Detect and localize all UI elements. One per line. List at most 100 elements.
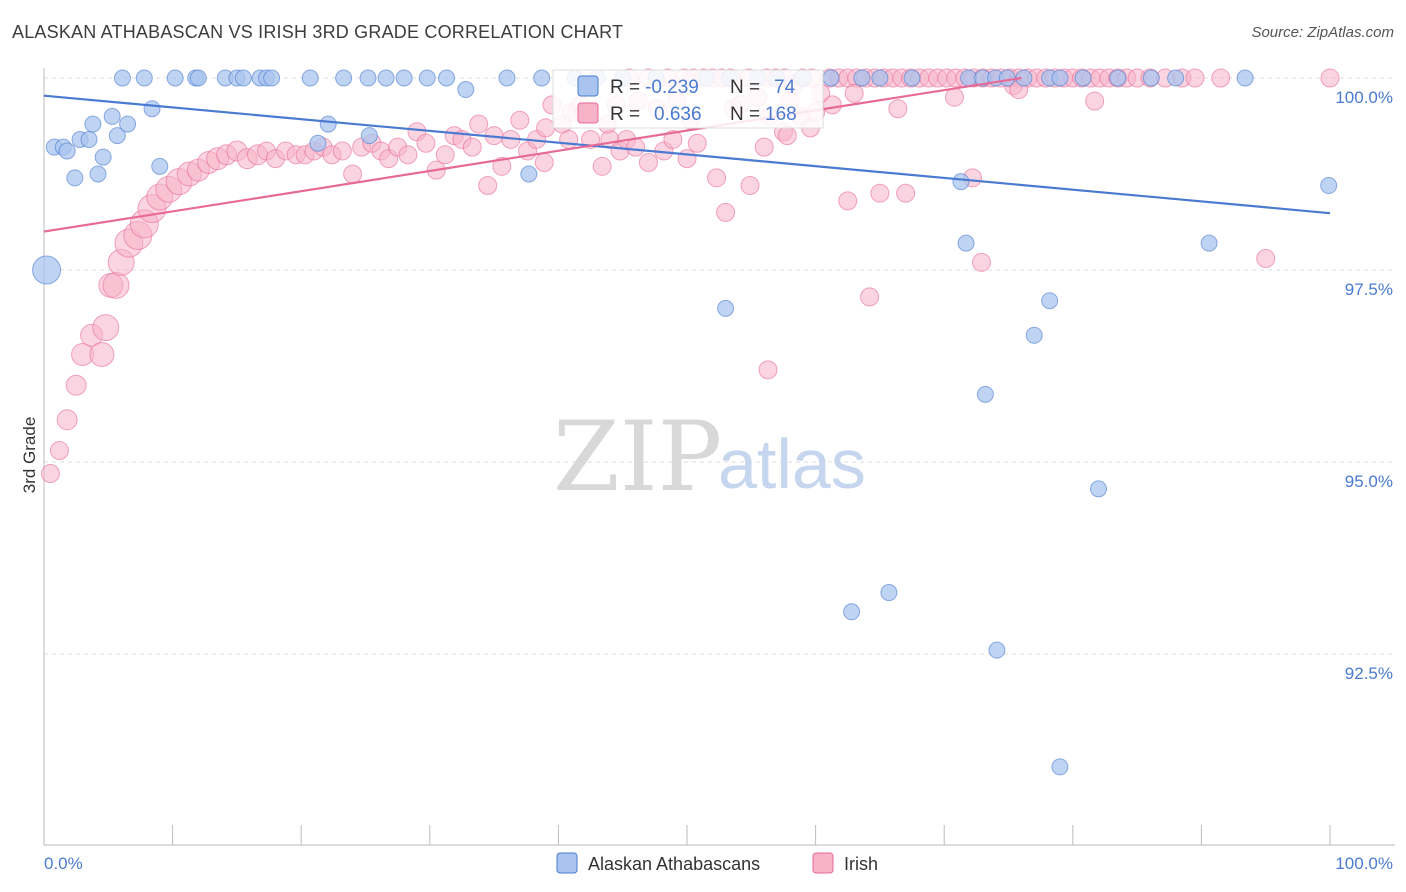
athabascan-point-58 — [1142, 69, 1160, 87]
athabascan-point-71 — [880, 584, 898, 602]
athabascan-point-27 — [335, 69, 353, 87]
athabascan-point-32 — [438, 69, 456, 87]
stats-legend: R = -0.239 N = 74 R = 0.636 N = 168 — [552, 69, 824, 129]
chart-title: ALASKAN ATHABASCAN VS IRISH 3RD GRADE CO… — [12, 22, 624, 42]
athabascan-point-57 — [1109, 69, 1127, 87]
athabascan-point-9 — [94, 148, 112, 166]
athabascan-point-68 — [976, 385, 994, 403]
athabascan-trend-line — [43, 94, 1331, 215]
watermark-zip: ZIP — [553, 401, 722, 513]
legend-swatch-irish — [812, 852, 834, 874]
irish-point-165 — [822, 95, 842, 115]
irish-point-151 — [838, 191, 858, 211]
pink-legend-swatch — [577, 102, 599, 124]
athabascan-point-4 — [66, 169, 84, 187]
irish-point-43 — [416, 133, 436, 153]
athabascan-point-72 — [988, 641, 1006, 659]
irish-point-41 — [398, 145, 418, 165]
athabascan-point-49 — [960, 69, 978, 87]
pink-r-value: 0.636 — [654, 104, 702, 125]
athabascan-point-15 — [113, 69, 131, 87]
athabascan-point-63 — [1041, 292, 1059, 310]
athabascan-point-47 — [871, 69, 889, 87]
athabascan-point-70 — [843, 603, 861, 621]
irish-point-147 — [687, 133, 707, 153]
athabascan-point-74 — [520, 165, 538, 183]
pink-n-value: 168 — [765, 104, 797, 125]
y-tick-label-2: 97.5% — [1345, 280, 1393, 299]
athabascan-point-60 — [1236, 69, 1254, 87]
watermark-atlas: atlas — [718, 425, 866, 503]
irish-point-138 — [638, 152, 658, 172]
athabascan-point-69 — [1090, 480, 1108, 498]
irish-point-3 — [65, 374, 87, 396]
irish-point-148 — [716, 202, 736, 222]
irish-point-7 — [92, 314, 120, 342]
irish-point-150 — [870, 183, 890, 203]
irish-point-166 — [844, 83, 864, 103]
athabascan-point-19 — [189, 69, 207, 87]
athabascan-point-73 — [1051, 758, 1069, 776]
athabascan-point-14 — [151, 157, 169, 175]
blue-r-value: -0.239 — [645, 77, 699, 98]
athabascan-point-17 — [166, 69, 184, 87]
irish-trend-line — [43, 76, 1022, 233]
irish-point-128 — [1320, 68, 1340, 88]
blue-n-label: N = — [730, 77, 760, 98]
irish-point-143 — [740, 176, 760, 196]
irish-point-6 — [89, 341, 115, 367]
irish-point-168 — [536, 118, 556, 138]
athabascan-point-13 — [143, 100, 161, 118]
athabascan-point-46 — [853, 69, 871, 87]
athabascan-point-52 — [998, 69, 1016, 87]
irish-point-129 — [1085, 91, 1105, 111]
irish-point-160 — [758, 360, 778, 380]
irish-point-161 — [559, 129, 579, 149]
athabascan-point-29 — [377, 69, 395, 87]
irish-point-126 — [1185, 68, 1205, 88]
irish-point-127 — [1211, 68, 1231, 88]
athabascan-point-64 — [952, 173, 970, 191]
irish-point-45 — [435, 145, 455, 165]
athabascan-point-34 — [498, 69, 516, 87]
y-tick-label-3: 100.0% — [1335, 88, 1393, 107]
irish-point-35 — [343, 164, 363, 184]
y-tick-labels: 92.5% 95.0% 97.5% 100.0% — [1335, 88, 1393, 683]
athabascan-point-67 — [1025, 326, 1043, 344]
irish-point-34 — [332, 141, 352, 161]
irish-point-1 — [49, 440, 69, 460]
athabascan-point-16 — [135, 69, 153, 87]
pink-n-label: N = — [730, 104, 760, 125]
irish-point-155 — [971, 252, 991, 272]
athabascan-point-26 — [301, 69, 319, 87]
athabascan-point-59 — [1167, 69, 1185, 87]
blue-r-label: R = — [610, 77, 640, 98]
athabascan-point-25 — [263, 69, 281, 87]
irish-point-0 — [40, 464, 60, 484]
source-label: Source: ZipAtlas.com — [1251, 24, 1394, 41]
athabascan-point-75 — [319, 115, 337, 133]
x-tick-max: 100.0% — [1335, 854, 1393, 873]
athabascan-point-22 — [234, 69, 252, 87]
irish-point-152 — [860, 287, 880, 307]
athabascan-point-65 — [957, 234, 975, 252]
blue-legend-swatch — [577, 75, 599, 97]
irish-point-63 — [592, 156, 612, 176]
irish-point-140 — [677, 149, 697, 169]
athabascan-point-56 — [1074, 69, 1092, 87]
athabascan-point-62 — [1200, 234, 1218, 252]
athabascan-point-31 — [418, 69, 436, 87]
athabascan-point-61 — [1320, 177, 1338, 195]
y-axis-label: 3rd Grade — [20, 417, 39, 494]
athabascan-point-55 — [1051, 69, 1069, 87]
irish-point-54 — [510, 110, 530, 130]
athabascan-point-45 — [822, 69, 840, 87]
y-tick-label-1: 95.0% — [1345, 472, 1393, 491]
irish-point-2 — [56, 409, 78, 431]
trend-lines — [43, 76, 1331, 233]
axes — [43, 68, 1395, 846]
y-tick-label-0: 92.5% — [1345, 664, 1393, 683]
irish-point-57 — [534, 152, 554, 172]
irish-point-9 — [102, 271, 130, 299]
athabascan-point-66 — [717, 299, 735, 317]
